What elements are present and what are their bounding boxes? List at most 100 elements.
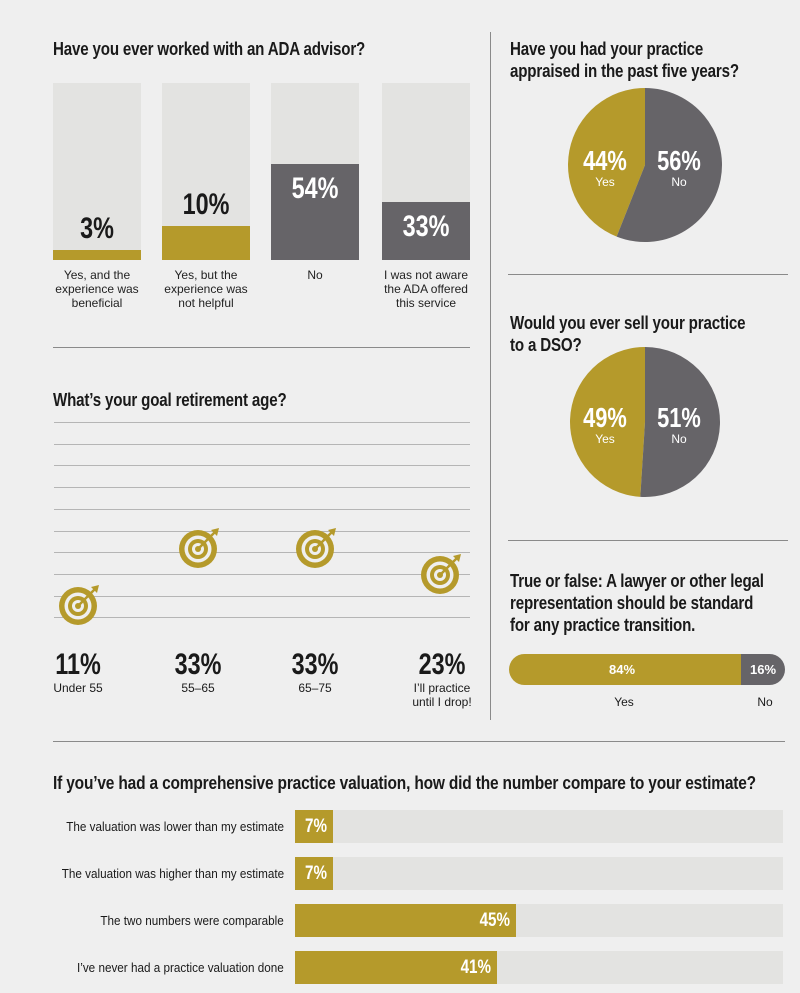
column-category-line: Yes, but the xyxy=(174,268,238,282)
valuation-category-label: The valuation was lower than my estimate xyxy=(66,819,284,834)
retirement-category-label: Under 55 xyxy=(28,681,128,695)
pie-label-no: 56% No xyxy=(649,145,709,190)
retirement-category-label: I’ll practice until I drop! xyxy=(392,681,492,709)
valuation-value-label: 7% xyxy=(305,863,327,884)
retirement-category-line: until I drop! xyxy=(412,695,472,709)
grid-line xyxy=(54,595,470,597)
stacked-value-no: 16% xyxy=(749,662,777,677)
grid-line xyxy=(54,443,470,445)
valuation-bar xyxy=(295,857,333,890)
valuation-bar xyxy=(295,951,497,984)
grid-line xyxy=(54,573,470,575)
column-category-line: the ADA offered xyxy=(384,282,468,296)
retirement-category-line: 65–75 xyxy=(298,681,332,695)
valuation-bar xyxy=(295,810,333,843)
column-bar xyxy=(271,164,359,260)
grid-line xyxy=(54,508,470,510)
pie-percent: 44% xyxy=(583,145,627,176)
column-category-line: experience was xyxy=(164,282,248,296)
retirement-value-label: 33% xyxy=(174,648,222,681)
grid-line xyxy=(54,465,470,467)
retirement-category-label: 55–65 xyxy=(148,681,248,695)
valuation-value-label: 41% xyxy=(460,957,491,978)
column-value-label: 33% xyxy=(402,210,450,243)
column-category-line: Yes, and the xyxy=(63,268,131,282)
pie-slice-yes xyxy=(569,347,645,497)
dso-title-line-2: to a DSO? xyxy=(510,335,582,355)
column-category-line: beneficial xyxy=(71,296,123,310)
column-track xyxy=(53,83,141,260)
retirement-category-line: Under 55 xyxy=(53,681,103,695)
pie-svg xyxy=(569,347,720,497)
stacked-category-yes: Yes xyxy=(614,695,634,709)
grid-line xyxy=(54,552,470,554)
valuation-bar-track: 45% xyxy=(295,904,783,937)
lawyer-title-line-1: True or false: A lawyer or other legal xyxy=(510,571,764,591)
retirement-value-label: 33% xyxy=(291,648,339,681)
target-icon xyxy=(421,554,461,595)
valuation-bar-track: 7% xyxy=(295,857,783,890)
column-divider xyxy=(490,32,491,720)
retirement-value-label: 11% xyxy=(55,648,101,681)
lawyer-title-line-2: representation should be standard xyxy=(510,593,754,613)
column-category-line: I was not aware xyxy=(383,268,469,282)
valuation-value-label: 7% xyxy=(305,816,327,837)
target-icon xyxy=(296,528,336,569)
retirement-category-line: I’ll practice xyxy=(413,681,471,695)
grid-line xyxy=(54,487,470,489)
pie-category: Yes xyxy=(595,175,615,189)
retirement-value-label: 23% xyxy=(418,648,466,681)
pie-category: No xyxy=(671,432,687,446)
grid-line xyxy=(54,530,470,532)
column-category-line: this service xyxy=(395,296,457,310)
column-category-label: No xyxy=(265,268,365,282)
divider xyxy=(53,741,785,742)
pie-percent: 56% xyxy=(657,145,701,176)
retirement-title: What’s your goal retirement age? xyxy=(53,390,287,410)
pie-slice-no xyxy=(640,347,720,497)
column-category-line: No xyxy=(307,268,323,282)
lawyer-title-line-3: for any practice transition. xyxy=(510,615,696,635)
column-category-label: Yes, and the experience was beneficial xyxy=(47,268,147,310)
appraisal-title-line-2: appraised in the past five years? xyxy=(510,61,739,81)
pie-slice-no xyxy=(616,88,722,242)
column-value-label: 10% xyxy=(182,188,230,221)
valuation-value-label: 45% xyxy=(479,910,510,931)
stacked-category-no: No xyxy=(757,695,773,709)
pie-slice-yes xyxy=(568,88,645,237)
divider xyxy=(508,274,788,275)
pie-category: No xyxy=(671,175,687,189)
column-category-line: not helpful xyxy=(178,296,234,310)
retirement-category-label: 65–75 xyxy=(265,681,365,695)
valuation-bar-track: 41% xyxy=(295,951,783,984)
column-bar xyxy=(162,226,250,260)
lawyer-title: True or false: A lawyer or other legal r… xyxy=(510,570,764,636)
appraisal-title: Have you had your practice appraised in … xyxy=(510,38,739,82)
valuation-category-label: I’ve never had a practice valuation done xyxy=(77,960,284,975)
grid-line xyxy=(54,617,470,619)
pie-percent: 51% xyxy=(657,402,701,433)
target-icon xyxy=(179,528,219,569)
retirement-category-line: 55–65 xyxy=(181,681,215,695)
dso-title: Would you ever sell your practice to a D… xyxy=(510,312,746,356)
column-category-label: I was not aware the ADA offered this servi… xyxy=(376,268,476,310)
column-category-line: experience was xyxy=(55,282,139,296)
grid-line xyxy=(54,422,470,423)
stacked-bar-no xyxy=(741,654,785,685)
column-bar xyxy=(382,202,470,260)
valuation-category-label: The two numbers were comparable xyxy=(100,913,284,928)
target-icon xyxy=(59,585,99,626)
pie-label-yes: 49% Yes xyxy=(575,404,635,447)
stacked-bar-yes xyxy=(509,654,741,685)
pie-category: Yes xyxy=(595,432,615,446)
column-value-label: 3% xyxy=(80,212,114,245)
valuation-bar-track: 7% xyxy=(295,810,783,843)
column-bar xyxy=(53,250,141,260)
pie-label-yes: 44% Yes xyxy=(575,145,635,190)
column-category-label: Yes, but the experience was not helpful xyxy=(156,268,256,310)
divider xyxy=(508,540,788,541)
divider xyxy=(53,347,470,348)
valuation-title: If you’ve had a comprehensive practice v… xyxy=(53,773,756,793)
valuation-bar xyxy=(295,904,516,937)
ada-advisor-title: Have you ever worked with an ADA advisor… xyxy=(53,39,366,59)
